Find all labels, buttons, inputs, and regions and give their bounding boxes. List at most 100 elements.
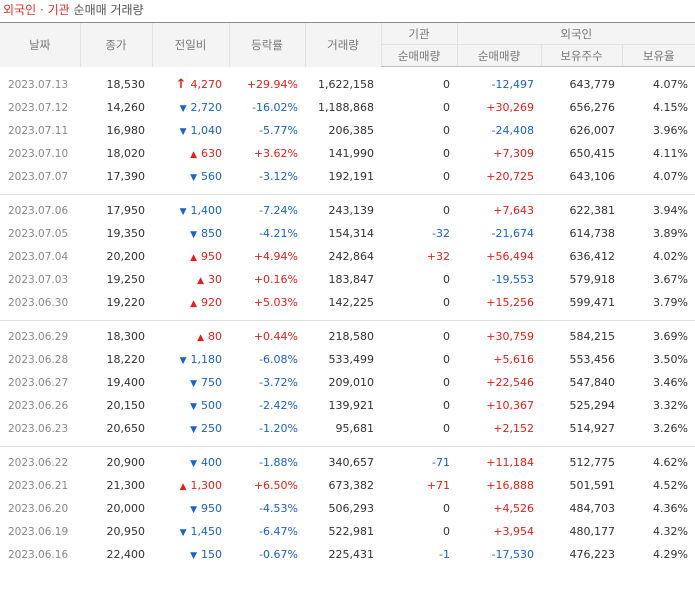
change-value: 500: [201, 399, 222, 412]
change-cell: ▼ 560: [152, 165, 229, 188]
rate-cell: -16.02%: [252, 101, 298, 114]
close-cell: 14,260: [106, 101, 146, 114]
rate-cell: +5.03%: [253, 296, 298, 309]
change-value: 2,720: [190, 101, 223, 114]
volume-cell: 154,314: [328, 227, 375, 240]
foreign-hold-cell: 525,294: [569, 399, 616, 412]
volume-cell: 340,657: [328, 456, 375, 469]
inst-net-cell: 0: [443, 525, 450, 538]
rate-cell: -1.20%: [259, 422, 298, 435]
foreign-hold-cell: 599,471: [569, 296, 616, 309]
down-triangle-icon: ▼: [190, 173, 197, 183]
foreign-net-cell: -21,674: [491, 227, 534, 240]
close-cell: 18,220: [106, 353, 146, 366]
close-cell: 19,250: [106, 273, 146, 286]
date-cell: 2023.07.03: [8, 273, 69, 286]
date-cell: 2023.06.27: [8, 376, 69, 389]
inst-net-cell: -32: [432, 227, 450, 240]
date-cell: 2023.06.23: [8, 422, 69, 435]
table-row: 2023.06.19 20,950 ▼ 1,450 -6.47% 522,981 0 +3,9…: [0, 520, 695, 543]
change-value: 1,400: [190, 204, 223, 217]
table-row: 2023.06.29 18,300 ▲ 80 +0.44% 218,580 0 +30,759…: [0, 325, 695, 348]
row-spacer: [0, 440, 695, 447]
foreign-ratio-cell: 3.67%: [653, 273, 688, 286]
foreign-ratio-cell: 3.26%: [653, 422, 688, 435]
change-value: 1,040: [190, 124, 223, 137]
close-cell: 20,650: [106, 422, 146, 435]
foreign-hold-cell: 584,215: [569, 330, 616, 343]
foreign-hold-cell: 480,177: [569, 525, 616, 538]
foreign-ratio-cell: 4.02%: [653, 250, 688, 263]
volume-cell: 243,139: [328, 204, 375, 217]
volume-cell: 1,622,158: [318, 78, 374, 91]
change-cell: ↑ 4,270: [152, 73, 229, 96]
table-row: 2023.07.13 18,530 ↑ 4,270 +29.94% 1,622,158 0 -…: [0, 73, 695, 96]
table-row: 2023.06.22 20,900 ▼ 400 -1.88% 340,657 -71 +11,…: [0, 451, 695, 474]
change-value: 400: [201, 456, 222, 469]
change-value: 850: [201, 227, 222, 240]
foreign-ratio-cell: 4.32%: [653, 525, 688, 538]
inst-net-cell: 0: [443, 399, 450, 412]
down-triangle-icon: ▼: [179, 207, 187, 217]
foreign-hold-cell: 656,276: [569, 101, 616, 114]
caption-rest: 순매매 거래량: [73, 3, 144, 17]
date-cell: 2023.07.12: [8, 101, 69, 114]
foreign-net-cell: +3,954: [493, 525, 534, 538]
table-row: 2023.07.12 14,260 ▼ 2,720 -16.02% 1,188,868 0 +…: [0, 96, 695, 119]
change-cell: ▼ 850: [152, 222, 229, 245]
close-cell: 19,220: [106, 296, 146, 309]
rate-cell: -6.08%: [259, 353, 298, 366]
change-value: 950: [201, 250, 222, 263]
table-row: 2023.07.07 17,390 ▼ 560 -3.12% 192,191 0 +20,72…: [0, 165, 695, 188]
row-spacer: [0, 314, 695, 321]
table-row: 2023.07.06 17,950 ▼ 1,400 -7.24% 243,139 0 +7,6…: [0, 199, 695, 222]
foreign-hold-cell: 512,775: [569, 456, 616, 469]
rate-cell: +0.16%: [253, 273, 298, 286]
table-row: 2023.07.04 20,200 ▲ 950 +4.94% 242,864 +32 +56,…: [0, 245, 695, 268]
rate-cell: -0.67%: [259, 548, 298, 561]
change-value: 560: [201, 170, 222, 183]
inst-net-cell: +32: [426, 250, 450, 263]
foreign-hold-cell: 553,456: [569, 353, 616, 366]
upper-limit-arrow-icon: ↑: [175, 77, 187, 92]
rate-cell: +4.94%: [253, 250, 298, 263]
rate-cell: -6.47%: [259, 525, 298, 538]
table-row: 2023.07.05 19,350 ▼ 850 -4.21% 154,314 -32 -21,…: [0, 222, 695, 245]
table-row: 2023.06.20 20,000 ▼ 950 -4.53% 506,293 0 +4,526…: [0, 497, 695, 520]
inst-net-cell: -1: [439, 548, 450, 561]
foreign-ratio-cell: 4.62%: [653, 456, 688, 469]
up-triangle-icon: ▲: [197, 276, 204, 286]
down-triangle-icon: ▼: [179, 528, 187, 538]
change-value: 1,450: [190, 525, 223, 538]
table-row: 2023.06.21 21,300 ▲ 1,300 +6.50% 673,382 +71 +1…: [0, 474, 695, 497]
volume-cell: 206,385: [328, 124, 375, 137]
table-caption: 외국인 · 기관 순매매 거래량: [3, 2, 144, 18]
foreign-ratio-cell: 3.50%: [653, 353, 688, 366]
table-row: 2023.07.10 18,020 ▲ 630 +3.62% 141,990 0 +7,309…: [0, 142, 695, 165]
foreign-hold-cell: 636,412: [569, 250, 616, 263]
down-triangle-icon: ▼: [179, 104, 187, 114]
change-cell: ▼ 150: [152, 543, 229, 566]
inst-net-cell: +71: [426, 479, 450, 492]
inst-net-cell: 0: [443, 353, 450, 366]
foreign-ratio-cell: 3.32%: [653, 399, 688, 412]
change-cell: ▼ 1,450: [152, 520, 229, 543]
rate-cell: -3.72%: [259, 376, 298, 389]
inst-net-cell: 0: [443, 170, 450, 183]
close-cell: 17,390: [106, 170, 146, 183]
table-row: 2023.06.16 22,400 ▼ 150 -0.67% 225,431 -1 -17,5…: [0, 543, 695, 566]
foreign-hold-cell: 579,918: [569, 273, 616, 286]
header-volume: 거래량: [304, 22, 381, 67]
date-cell: 2023.06.21: [8, 479, 69, 492]
inst-net-cell: 0: [443, 147, 450, 160]
inst-net-cell: 0: [443, 296, 450, 309]
header-close: 종가: [79, 22, 152, 67]
close-cell: 22,400: [106, 548, 146, 561]
foreign-hold-cell: 547,840: [569, 376, 616, 389]
date-cell: 2023.07.06: [8, 204, 69, 217]
down-triangle-icon: ▼: [190, 230, 197, 240]
up-triangle-icon: ▲: [190, 253, 197, 263]
change-cell: ▼ 400: [152, 451, 229, 474]
close-cell: 20,000: [106, 502, 146, 515]
foreign-ratio-cell: 4.36%: [653, 502, 688, 515]
